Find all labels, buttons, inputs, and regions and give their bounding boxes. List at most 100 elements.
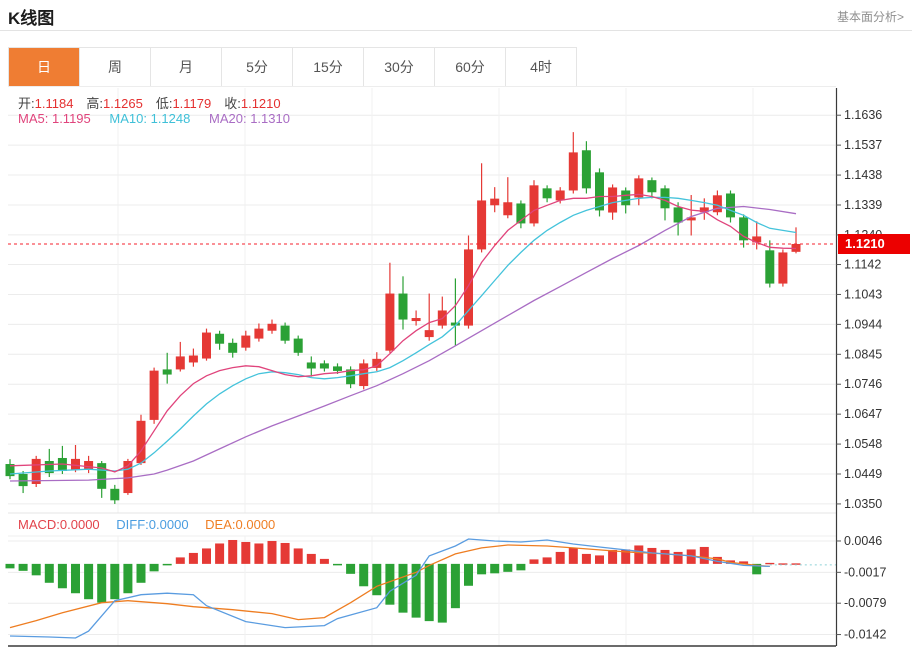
candle-body (712, 195, 722, 213)
ma20-line (9, 205, 797, 482)
axis-tick-label: 1.0944 (844, 317, 882, 331)
candle-body (726, 193, 735, 218)
macd-bar (712, 556, 722, 564)
candle-body (673, 207, 683, 223)
macd-bar (450, 563, 460, 609)
chart-top-border (8, 86, 836, 87)
candle-body (621, 190, 631, 206)
fundamental-analysis-link[interactable]: 基本面分析> (836, 10, 904, 24)
macd-bar (385, 563, 395, 605)
macd-bar (175, 557, 185, 564)
candle-body (136, 420, 146, 464)
candle-body (202, 332, 211, 359)
candle-body (110, 488, 120, 501)
axis-tick-label: -0.0142 (844, 628, 886, 642)
macd-bar (110, 563, 120, 600)
candle-body (739, 217, 749, 241)
page-title: K线图 (8, 9, 55, 28)
tab-month[interactable]: 月 (151, 48, 222, 86)
axis-tick-label: 1.0746 (844, 377, 882, 391)
candle-body (280, 325, 290, 341)
macd-bar (372, 563, 382, 596)
candle-body (490, 198, 500, 206)
axis-tick-label: 1.1043 (844, 287, 882, 301)
tab-day[interactable]: 日 (9, 48, 80, 86)
candle-body (503, 202, 513, 216)
candle-body (18, 474, 28, 487)
candle-body (254, 328, 264, 339)
macd-bar (241, 541, 251, 564)
candle-body (333, 366, 342, 371)
axis-tick-label: 0.0046 (844, 534, 882, 548)
macd-bar (673, 551, 683, 564)
axis-tick-label: 1.0845 (844, 347, 882, 361)
candle-body (123, 461, 133, 494)
macd-bar (647, 547, 657, 564)
axis-tick-label: 1.1636 (844, 108, 882, 122)
macd-bar (18, 563, 28, 571)
candle-body (660, 188, 670, 209)
candle-body (175, 356, 185, 370)
candle-body (424, 330, 434, 338)
macd-bar (581, 553, 591, 564)
candle-body (595, 172, 604, 211)
axis-tick-label: 1.1438 (844, 168, 882, 182)
macd-bar (739, 561, 749, 564)
macd-bar (333, 563, 342, 566)
high-label: 高: (86, 96, 104, 111)
macd-bar (568, 547, 578, 564)
macd-bar (31, 563, 41, 576)
macd-bar (398, 563, 408, 613)
macd-bar (97, 563, 107, 603)
macd-bar (359, 563, 369, 587)
macd-bar (490, 563, 500, 574)
macd-bar (306, 553, 316, 564)
candle-body (411, 318, 421, 322)
candle-body (71, 458, 80, 471)
low-value: 1.1179 (172, 96, 212, 111)
axis-tick-label: 1.0449 (844, 467, 882, 481)
axis-tick-label: 1.0350 (844, 497, 882, 511)
macd-bar (202, 548, 211, 564)
axis-tick-label: 1.1142 (844, 258, 881, 272)
macd-bar (686, 549, 696, 564)
tab-15min[interactable]: 15分 (293, 48, 364, 86)
macd-bar (555, 551, 565, 564)
last-price-badge: 1.1210 (838, 234, 910, 254)
macd-value: MACD:0.0000 (18, 517, 100, 532)
candle-body (608, 187, 618, 213)
candle-body (44, 461, 54, 474)
tab-5min[interactable]: 5分 (222, 48, 293, 86)
macd-bar (267, 540, 277, 564)
candle-body (542, 188, 552, 199)
candle-body (162, 369, 172, 375)
macd-bar (188, 552, 198, 564)
macd-bar (699, 546, 709, 564)
macd-bar (162, 563, 172, 566)
macd-bar (215, 543, 225, 564)
macd-bar (477, 563, 487, 575)
candle-body (188, 355, 198, 363)
candle-body (306, 362, 316, 369)
macd-bar (752, 563, 762, 575)
macd-bar (660, 549, 670, 564)
macd-bar (424, 563, 434, 622)
candle-body (529, 185, 539, 224)
open-label: 开: (18, 96, 35, 111)
macd-bar (5, 563, 15, 569)
macd-bar (765, 562, 775, 565)
candle-body (581, 150, 591, 189)
macd-bar (608, 549, 618, 564)
tab-4hour[interactable]: 4时 (506, 48, 576, 86)
ma-readout: MA5: 1.1195 MA10: 1.1248 MA20: 1.1310 (18, 111, 290, 126)
tab-week[interactable]: 周 (80, 48, 151, 86)
candle-body (450, 322, 460, 326)
tab-60min[interactable]: 60分 (435, 48, 506, 86)
macd-bar (293, 548, 303, 564)
dea-value: DEA:0.0000 (205, 517, 276, 532)
macd-bar (84, 563, 94, 600)
tab-30min[interactable]: 30分 (364, 48, 435, 86)
macd-bar (437, 563, 447, 623)
